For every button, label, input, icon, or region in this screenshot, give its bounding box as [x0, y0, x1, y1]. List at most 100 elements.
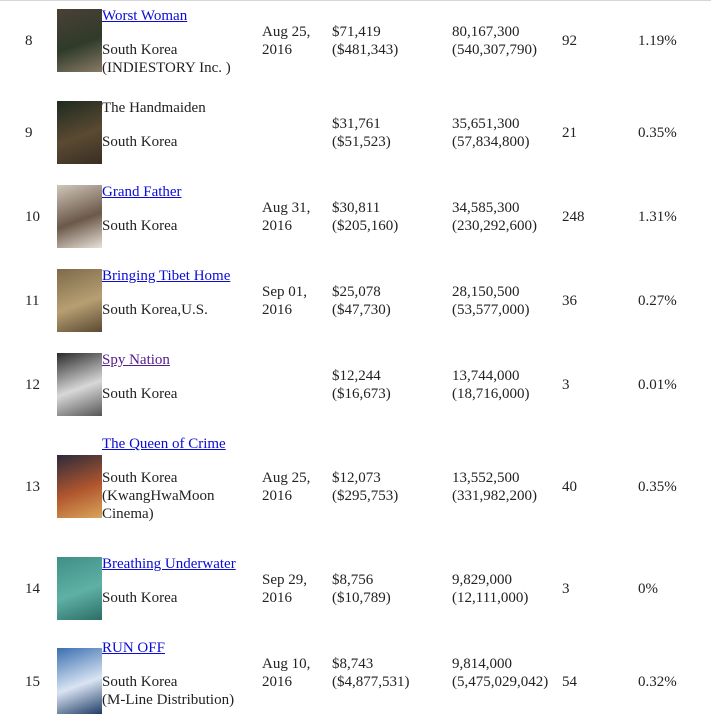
total-revenue: 80,167,300 (540,307,790): [452, 23, 537, 59]
weekend-revenue: $12,244 ($16,673): [332, 367, 391, 403]
country-distributor: South Korea,U.S.: [102, 301, 208, 319]
rank-cell: 13: [25, 479, 40, 495]
weekend-revenue-line: $30,811: [332, 200, 381, 216]
total-revenue: 34,585,300 (230,292,600): [452, 199, 537, 235]
release-date-line: Aug 31,: [262, 200, 311, 216]
total-revenue-line: (18,716,000): [452, 386, 530, 402]
movie-title-link[interactable]: Grand Father: [102, 184, 182, 200]
total-revenue: 13,552,500 (331,982,200): [452, 469, 537, 505]
total-revenue: 13,744,000 (18,716,000): [452, 367, 530, 403]
movie-title: The Handmaiden: [102, 100, 206, 116]
market-share: 1.31%: [638, 209, 677, 225]
release-date-line: 2016: [262, 42, 292, 58]
movie-poster-thumbnail[interactable]: [57, 353, 102, 416]
movie-title-link[interactable]: Breathing Underwater: [102, 556, 236, 572]
movie-poster-thumbnail[interactable]: [57, 455, 102, 518]
market-share: 0.35%: [638, 479, 677, 495]
weekend-revenue: $30,811 ($205,160): [332, 199, 398, 235]
screen-count: 54: [562, 674, 577, 690]
market-share: 0.27%: [638, 293, 677, 309]
total-revenue: 9,829,000 (12,111,000): [452, 571, 528, 607]
release-date-line: 2016: [262, 302, 292, 318]
country-distributor: South Korea: [102, 133, 177, 151]
total-revenue-line: 13,552,500: [452, 470, 520, 486]
weekend-revenue: $8,756 ($10,789): [332, 571, 391, 607]
release-date-line: 2016: [262, 590, 292, 606]
table-row: 15 RUN OFF South Korea (M-Line Distribution…: [0, 639, 711, 719]
weekend-revenue-line: $25,078: [332, 284, 381, 300]
movie-poster-thumbnail[interactable]: [57, 557, 102, 620]
movie-title-link[interactable]: Bringing Tibet Home: [102, 268, 231, 284]
total-revenue-line: (331,982,200): [452, 488, 537, 504]
rank-cell: 14: [25, 581, 40, 597]
country-distributor-line: South Korea: [102, 218, 178, 234]
release-date-line: Aug 10,: [262, 656, 311, 672]
country-distributor-line: (KwangHwaMoon: [102, 488, 215, 504]
screen-count: 40: [562, 479, 577, 495]
country-distributor: South Korea: [102, 385, 177, 403]
country-distributor: South Korea: [102, 589, 177, 607]
movie-title-link[interactable]: Spy Nation: [102, 352, 170, 368]
weekend-revenue: $12,073 ($295,753): [332, 469, 398, 505]
movie-title-link[interactable]: RUN OFF: [102, 640, 165, 656]
release-date-line: Sep 29,: [262, 572, 307, 588]
country-distributor-line: Cinema): [102, 506, 154, 522]
total-revenue-line: (12,111,000): [452, 590, 529, 606]
table-row: 14 Breathing Underwater South Korea Sep 29,…: [0, 555, 711, 635]
total-revenue: 28,150,500 (53,577,000): [452, 283, 530, 319]
weekend-revenue-line: ($16,673): [332, 386, 391, 402]
country-distributor: South Korea (M-Line Distribution): [102, 673, 234, 709]
rank-cell: 15: [25, 674, 40, 690]
total-revenue-line: (5,475,029,042): [452, 674, 549, 690]
weekend-revenue: $8,743 ($4,877,531): [332, 655, 410, 691]
total-revenue-line: 13,744,000: [452, 368, 520, 384]
market-share: 0.32%: [638, 674, 677, 690]
market-share: 0.01%: [638, 377, 677, 393]
country-distributor: South Korea (KwangHwaMoon Cinema): [102, 469, 214, 523]
weekend-revenue-line: $31,761: [332, 116, 381, 132]
country-distributor-line: South Korea: [102, 590, 178, 606]
top-divider: [0, 0, 711, 1]
rank-cell: 8: [25, 33, 33, 49]
total-revenue-line: 35,651,300: [452, 116, 520, 132]
release-date-line: Sep 01,: [262, 284, 307, 300]
weekend-revenue-line: ($481,343): [332, 42, 399, 58]
total-revenue-line: 34,585,300: [452, 200, 520, 216]
movie-title-link[interactable]: Worst Woman: [102, 8, 188, 24]
total-revenue: 35,651,300 (57,834,800): [452, 115, 530, 151]
total-revenue-line: (53,577,000): [452, 302, 530, 318]
table-row: 8 Worst Woman South Korea (INDIESTORY Inc. …: [0, 7, 711, 87]
market-share: 1.19%: [638, 33, 677, 49]
release-date: Aug 31, 2016: [262, 199, 310, 235]
release-date: Aug 10, 2016: [262, 655, 310, 691]
weekend-revenue: $71,419 ($481,343): [332, 23, 398, 59]
rank-cell: 11: [25, 293, 40, 309]
country-distributor: South Korea (INDIESTORY Inc. ): [102, 41, 231, 77]
movie-poster-thumbnail[interactable]: [57, 648, 102, 714]
weekend-revenue-line: $71,419: [332, 24, 381, 40]
release-date-line: 2016: [262, 674, 292, 690]
release-date-line: 2016: [262, 218, 292, 234]
release-date-line: 2016: [262, 488, 292, 504]
weekend-revenue-line: $12,244: [332, 368, 381, 384]
movie-poster-thumbnail[interactable]: [57, 101, 102, 164]
movie-title-link[interactable]: The Queen of Crime: [102, 436, 226, 452]
country-distributor: South Korea: [102, 217, 177, 235]
weekend-revenue: $25,078 ($47,730): [332, 283, 391, 319]
country-distributor-line: South Korea: [102, 134, 178, 150]
table-row: 10 Grand Father South Korea Aug 31, 2016 $30,…: [0, 183, 711, 263]
screen-count: 21: [562, 125, 577, 141]
movie-poster-thumbnail[interactable]: [57, 269, 102, 332]
weekend-revenue-line: ($4,877,531): [332, 674, 410, 690]
country-distributor-line: (INDIESTORY Inc. ): [102, 60, 231, 76]
total-revenue-line: 9,829,000: [452, 572, 512, 588]
country-distributor-line: South Korea: [102, 42, 178, 58]
movie-poster-thumbnail[interactable]: [57, 185, 102, 248]
weekend-revenue: $31,761 ($51,523): [332, 115, 391, 151]
movie-poster-thumbnail[interactable]: [57, 9, 102, 72]
total-revenue-line: 80,167,300: [452, 24, 520, 40]
release-date: Sep 29, 2016: [262, 571, 307, 607]
screen-count: 3: [562, 377, 570, 393]
total-revenue-line: 28,150,500: [452, 284, 520, 300]
screen-count: 92: [562, 33, 577, 49]
